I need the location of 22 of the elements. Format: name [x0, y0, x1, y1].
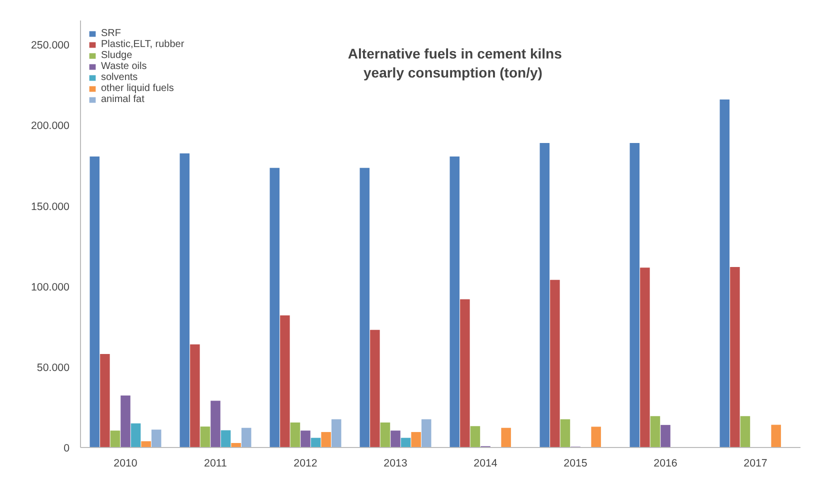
x-tick-label: 2016	[654, 458, 678, 470]
y-tick-label: 100.000	[30, 281, 70, 294]
x-tick-label: 2017	[744, 458, 768, 470]
y-tick-label: 50.000	[36, 362, 70, 374]
legend-label: Waste oils	[101, 61, 147, 72]
x-tick-label: 2014	[474, 458, 498, 470]
legend-label: Plastic,ELT, rubber	[101, 39, 184, 50]
text: Alternative fuels in cement kilns yearly consumption (ton/y)	[348, 46, 562, 81]
x-tick-label: 2010	[114, 458, 138, 470]
y-tick-label: 0	[64, 442, 70, 454]
legend-label: SRF	[101, 28, 121, 39]
legend-label: solvents	[101, 72, 138, 83]
x-tick-label: 2015	[564, 458, 588, 470]
y-tick-label: 250.000	[30, 40, 70, 52]
x-tick-label: 2012	[294, 458, 318, 470]
legend-label: other liquid fuels	[101, 83, 174, 94]
legend-label: animal fat	[101, 94, 144, 105]
x-tick-label: 2011	[204, 458, 228, 470]
y-tick-label: 150.000	[30, 200, 70, 213]
x-tick-label: 2013	[384, 458, 408, 470]
y-tick-label: 200.000	[30, 120, 70, 132]
legend-label: Sludge	[101, 50, 132, 61]
